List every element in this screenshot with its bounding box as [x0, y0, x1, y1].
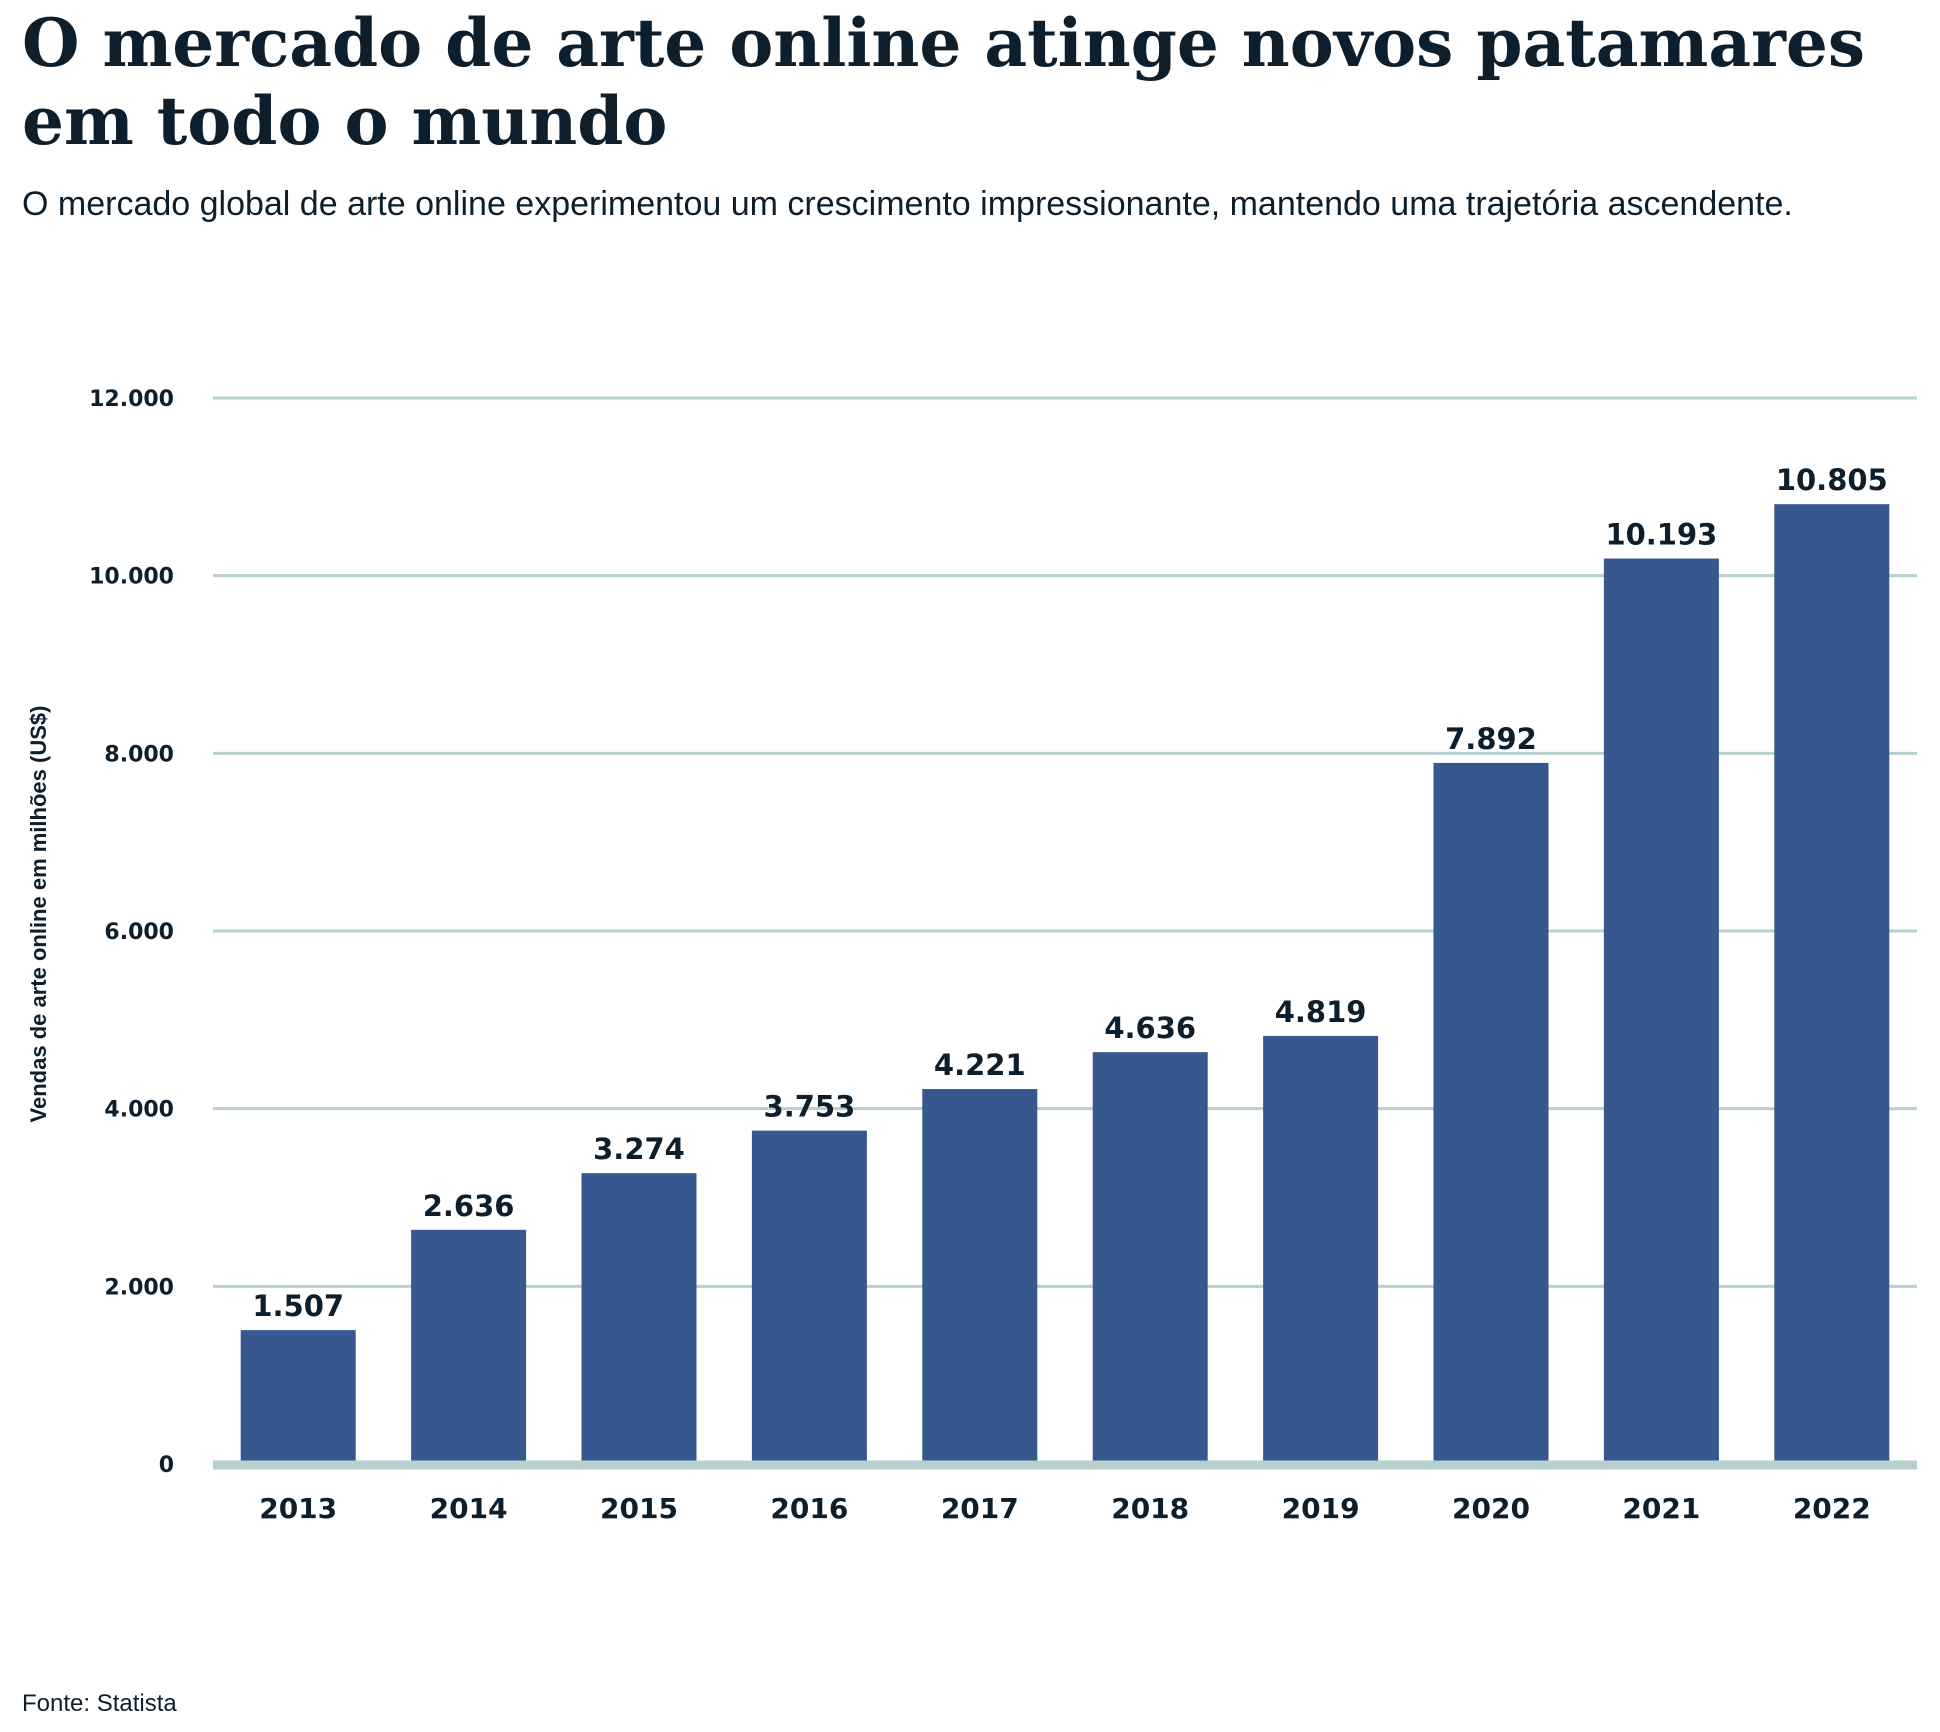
bar	[240, 1330, 356, 1464]
x-tick-label: 2014	[430, 1492, 508, 1525]
data-label: 10.193	[1605, 518, 1717, 552]
bar	[1092, 1052, 1208, 1464]
bar	[411, 1229, 527, 1464]
y-tick-label: 2.000	[104, 1275, 174, 1300]
bar	[1603, 558, 1719, 1464]
chart-subtitle: O mercado global de arte online experime…	[22, 185, 1793, 223]
x-tick-label: 2017	[941, 1492, 1019, 1525]
data-label: 3.753	[764, 1090, 856, 1124]
y-tick-label: 10.000	[89, 565, 174, 590]
data-label: 1.507	[252, 1289, 344, 1323]
x-tick-label: 2021	[1622, 1492, 1700, 1525]
y-tick-label: 6.000	[104, 920, 174, 945]
source-note: Fonte: Statista	[22, 1690, 177, 1717]
x-tick-label: 2018	[1111, 1492, 1189, 1525]
bar	[1263, 1035, 1379, 1464]
y-axis-title: Vendas de arte online em milhões (US$)	[26, 706, 51, 1123]
bar	[581, 1173, 697, 1464]
x-tick-label: 2016	[770, 1492, 848, 1525]
x-tick-label: 2022	[1793, 1492, 1871, 1525]
data-label: 10.805	[1776, 463, 1888, 497]
x-tick-label: 2019	[1282, 1492, 1360, 1525]
data-label: 3.274	[593, 1132, 685, 1166]
y-tick-label: 8.000	[104, 742, 174, 767]
data-label: 4.636	[1104, 1011, 1196, 1045]
bar	[922, 1089, 1038, 1464]
bar	[751, 1130, 867, 1464]
y-tick-label: 12.000	[89, 387, 174, 412]
x-tick-label: 2015	[600, 1492, 678, 1525]
x-tick-label: 2013	[259, 1492, 337, 1525]
y-tick-label: 0	[159, 1453, 174, 1478]
x-tick-label: 2020	[1452, 1492, 1530, 1525]
y-tick-label: 4.000	[104, 1098, 174, 1123]
data-label: 7.892	[1445, 722, 1537, 756]
data-label: 4.221	[934, 1048, 1026, 1082]
data-label: 2.636	[423, 1189, 515, 1223]
data-label: 4.819	[1275, 995, 1367, 1029]
bar	[1774, 504, 1890, 1464]
chart-title: O mercado de arte online atinge novos pa…	[22, 4, 1866, 160]
bar	[1433, 762, 1549, 1464]
